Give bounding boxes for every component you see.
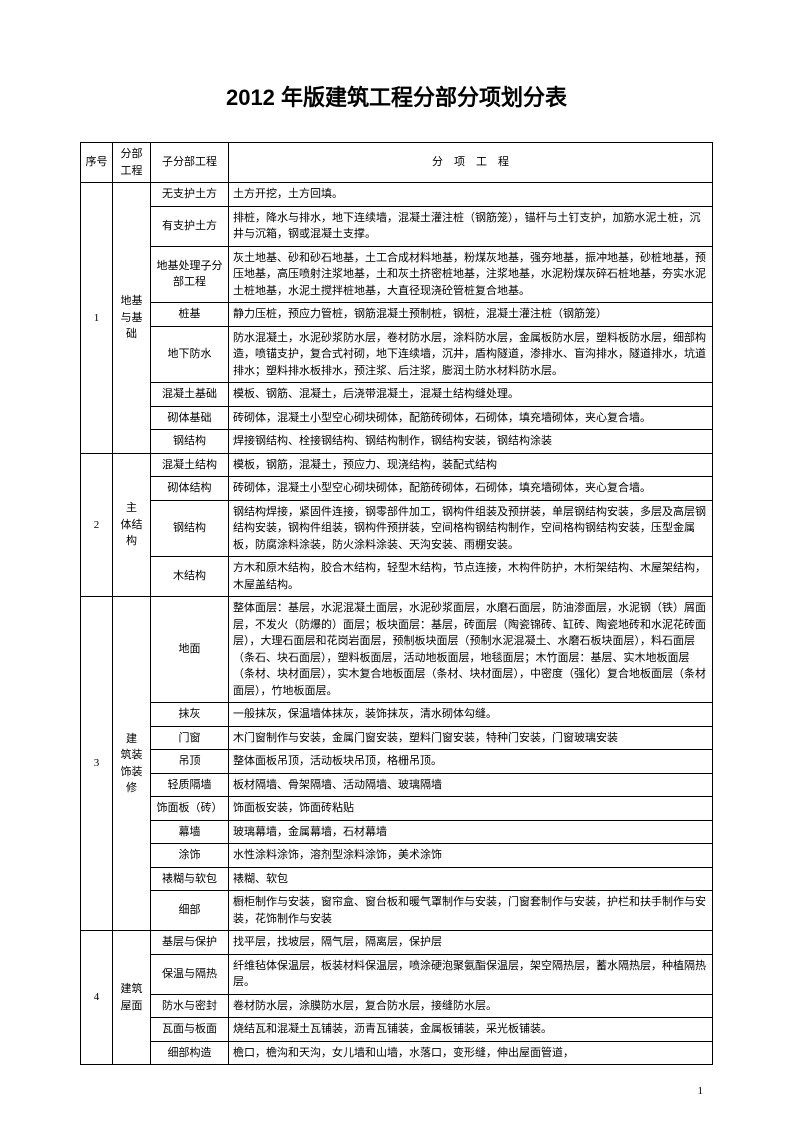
table-row: 瓦面与板面烧结瓦和混凝土瓦铺装，沥青瓦铺装，金属板铺装，采光板铺装。: [81, 1018, 713, 1042]
item-cell: 模板，钢筋，混凝土，预应力、现浇结构，装配式结构: [229, 453, 713, 477]
item-cell: 整体面板吊顶，活动板块吊顶，格栅吊顶。: [229, 750, 713, 774]
division-cell: 建 筑装 饰装 修: [113, 597, 151, 931]
sub-division-cell: 桩基: [151, 303, 229, 327]
table-row: 钢结构钢结构焊接，紧固件连接，钢零部件加工，钢构件组装及预拼装，单层钢结构安装，…: [81, 500, 713, 557]
sub-division-cell: 混凝土基础: [151, 383, 229, 407]
sub-division-cell: 抹灰: [151, 703, 229, 727]
sub-division-cell: 涂饰: [151, 844, 229, 868]
header-sub: 子分部工程: [151, 143, 229, 183]
item-cell: 砖砌体，混凝土小型空心砌块砌体，配筋砖砌体，石砌体，填充墙砌体，夹心复合墙。: [229, 477, 713, 501]
sub-division-cell: 轻质隔墙: [151, 773, 229, 797]
sub-division-cell: 保温与隔热: [151, 954, 229, 994]
item-cell: 土方开挖，土方回填。: [229, 183, 713, 207]
seq-cell: 2: [81, 453, 113, 597]
sub-division-cell: 细部构造: [151, 1041, 229, 1065]
item-cell: 饰面板安装，饰面砖粘贴: [229, 797, 713, 821]
item-cell: 水性涂料涂饰，溶剂型涂料涂饰，美术涂饰: [229, 844, 713, 868]
header-division: 分部工程: [113, 143, 151, 183]
sub-division-cell: 幕墙: [151, 820, 229, 844]
item-cell: 烧结瓦和混凝土瓦铺装，沥青瓦铺装，金属板铺装，采光板铺装。: [229, 1018, 713, 1042]
table-row: 钢结构焊接钢结构、栓接钢结构、钢结构制作，钢结构安装，钢结构涂装: [81, 430, 713, 454]
sub-division-cell: 木结构: [151, 557, 229, 597]
table-row: 幕墙玻璃幕墙，金属幕墙，石材幕墙: [81, 820, 713, 844]
division-cell: 主 体结构: [113, 453, 151, 597]
sub-division-cell: 吊顶: [151, 750, 229, 774]
table-row: 桩基静力压桩，预应力管桩，钢筋混凝土预制桩，钢桩，混凝土灌注桩（钢筋笼）: [81, 303, 713, 327]
sub-division-cell: 饰面板（砖）: [151, 797, 229, 821]
table-row: 混凝土基础模板、钢筋、混凝土，后浇带混凝土，混凝土结构缝处理。: [81, 383, 713, 407]
item-cell: 玻璃幕墙，金属幕墙，石材幕墙: [229, 820, 713, 844]
division-cell: 地基与基础: [113, 183, 151, 454]
table-row: 2主 体结构混凝土结构模板，钢筋，混凝土，预应力、现浇结构，装配式结构: [81, 453, 713, 477]
item-cell: 一般抹灰，保温墙体抹灰，装饰抹灰，清水砌体勾缝。: [229, 703, 713, 727]
table-row: 4建筑屋面基层与保护找平层，找坡层，隔气层，隔离层，保护层: [81, 931, 713, 955]
table-row: 3建 筑装 饰装 修地面整体面层：基层，水泥混凝土面层，水泥砂浆面层，水磨石面层…: [81, 597, 713, 703]
header-item: 分 项 工 程: [229, 143, 713, 183]
item-cell: 整体面层：基层，水泥混凝土面层，水泥砂浆面层，水磨石面层，防油渗面层，水泥钢（铁…: [229, 597, 713, 703]
table-row: 有支护土方排桩，降水与排水，地下连续墙，混凝土灌注桩（钢筋笼），锚杆与土钉支护，…: [81, 206, 713, 246]
item-cell: 模板、钢筋、混凝土，后浇带混凝土，混凝土结构缝处理。: [229, 383, 713, 407]
item-cell: 防水混凝土，水泥砂浆防水层，卷材防水层，涂料防水层，金属板防水层，塑料板防水层，…: [229, 326, 713, 383]
sub-division-cell: 基层与保护: [151, 931, 229, 955]
item-cell: 板材隔墙、骨架隔墙、活动隔墙、玻璃隔墙: [229, 773, 713, 797]
table-row: 砌体基础砖砌体，混凝土小型空心砌块砌体，配筋砖砌体，石砌体，填充墙砌体，夹心复合…: [81, 406, 713, 430]
header-seq: 序号: [81, 143, 113, 183]
sub-division-cell: 钢结构: [151, 500, 229, 557]
table-row: 抹灰一般抹灰，保温墙体抹灰，装饰抹灰，清水砌体勾缝。: [81, 703, 713, 727]
division-cell: 建筑屋面: [113, 931, 151, 1065]
table-row: 地基处理子分部工程灰土地基、砂和砂石地基，土工合成材料地基，粉煤灰地基，强夯地基…: [81, 246, 713, 303]
table-row: 防水与密封卷材防水层，涂膜防水层，复合防水层，接缝防水层。: [81, 994, 713, 1018]
item-cell: 静力压桩，预应力管桩，钢筋混凝土预制桩，钢桩，混凝土灌注桩（钢筋笼）: [229, 303, 713, 327]
item-cell: 灰土地基、砂和砂石地基，土工合成材料地基，粉煤灰地基，强夯地基，振冲地基，砂桩地…: [229, 246, 713, 303]
page-title: 2012 年版建筑工程分部分项划分表: [80, 80, 713, 112]
item-cell: 焊接钢结构、栓接钢结构、钢结构制作，钢结构安装，钢结构涂装: [229, 430, 713, 454]
sub-division-cell: 门窗: [151, 726, 229, 750]
sub-division-cell: 瓦面与板面: [151, 1018, 229, 1042]
table-row: 吊顶整体面板吊顶，活动板块吊顶，格栅吊顶。: [81, 750, 713, 774]
sub-division-cell: 地面: [151, 597, 229, 703]
table-row: 保温与隔热纤维毡体保温层，板装材料保温层，喷涂硬泡聚氨酯保温层，架空隔热层，蓄水…: [81, 954, 713, 994]
seq-cell: 1: [81, 183, 113, 454]
item-cell: 钢结构焊接，紧固件连接，钢零部件加工，钢构件组装及预拼装，单层钢结构安装，多层及…: [229, 500, 713, 557]
table-row: 饰面板（砖）饰面板安装，饰面砖粘贴: [81, 797, 713, 821]
sub-division-cell: 砌体结构: [151, 477, 229, 501]
table-row: 木结构方木和原木结构，胶合木结构，轻型木结构，节点连接，木构件防护，木桁架结构、…: [81, 557, 713, 597]
item-cell: 方木和原木结构，胶合木结构，轻型木结构，节点连接，木构件防护，木桁架结构、木屋架…: [229, 557, 713, 597]
sub-division-cell: 有支护土方: [151, 206, 229, 246]
page-number: 1: [80, 1085, 713, 1097]
item-cell: 卷材防水层，涂膜防水层，复合防水层，接缝防水层。: [229, 994, 713, 1018]
table-row: 细部橱柜制作与安装，窗帘盒、窗台板和暖气罩制作与安装，门窗套制作与安装，护栏和扶…: [81, 891, 713, 931]
seq-cell: 3: [81, 597, 113, 931]
division-table: 序号 分部工程 子分部工程 分 项 工 程 1地基与基础无支护土方土方开挖，土方…: [80, 142, 713, 1065]
item-cell: 排桩，降水与排水，地下连续墙，混凝土灌注桩（钢筋笼），锚杆与土钉支护，加筋水泥土…: [229, 206, 713, 246]
item-cell: 木门窗制作与安装，金属门窗安装，塑料门窗安装，特种门安装，门窗玻璃安装: [229, 726, 713, 750]
sub-division-cell: 地下防水: [151, 326, 229, 383]
sub-division-cell: 地基处理子分部工程: [151, 246, 229, 303]
header-row: 序号 分部工程 子分部工程 分 项 工 程: [81, 143, 713, 183]
table-row: 裱糊与软包裱糊、软包: [81, 867, 713, 891]
sub-division-cell: 防水与密封: [151, 994, 229, 1018]
sub-division-cell: 钢结构: [151, 430, 229, 454]
sub-division-cell: 无支护土方: [151, 183, 229, 207]
table-row: 轻质隔墙板材隔墙、骨架隔墙、活动隔墙、玻璃隔墙: [81, 773, 713, 797]
sub-division-cell: 裱糊与软包: [151, 867, 229, 891]
table-row: 细部构造檐口，檐沟和天沟，女儿墙和山墙，水落口，变形缝，伸出屋面管道，: [81, 1041, 713, 1065]
item-cell: 找平层，找坡层，隔气层，隔离层，保护层: [229, 931, 713, 955]
sub-division-cell: 混凝土结构: [151, 453, 229, 477]
seq-cell: 4: [81, 931, 113, 1065]
table-row: 门窗木门窗制作与安装，金属门窗安装，塑料门窗安装，特种门安装，门窗玻璃安装: [81, 726, 713, 750]
item-cell: 纤维毡体保温层，板装材料保温层，喷涂硬泡聚氨酯保温层，架空隔热层，蓄水隔热层，种…: [229, 954, 713, 994]
item-cell: 砖砌体，混凝土小型空心砌块砌体，配筋砖砌体，石砌体，填充墙砌体，夹心复合墙。: [229, 406, 713, 430]
sub-division-cell: 细部: [151, 891, 229, 931]
table-row: 涂饰水性涂料涂饰，溶剂型涂料涂饰，美术涂饰: [81, 844, 713, 868]
item-cell: 橱柜制作与安装，窗帘盒、窗台板和暖气罩制作与安装，门窗套制作与安装，护栏和扶手制…: [229, 891, 713, 931]
table-row: 1地基与基础无支护土方土方开挖，土方回填。: [81, 183, 713, 207]
table-row: 砌体结构砖砌体，混凝土小型空心砌块砌体，配筋砖砌体，石砌体，填充墙砌体，夹心复合…: [81, 477, 713, 501]
table-row: 地下防水防水混凝土，水泥砂浆防水层，卷材防水层，涂料防水层，金属板防水层，塑料板…: [81, 326, 713, 383]
item-cell: 檐口，檐沟和天沟，女儿墙和山墙，水落口，变形缝，伸出屋面管道，: [229, 1041, 713, 1065]
item-cell: 裱糊、软包: [229, 867, 713, 891]
sub-division-cell: 砌体基础: [151, 406, 229, 430]
